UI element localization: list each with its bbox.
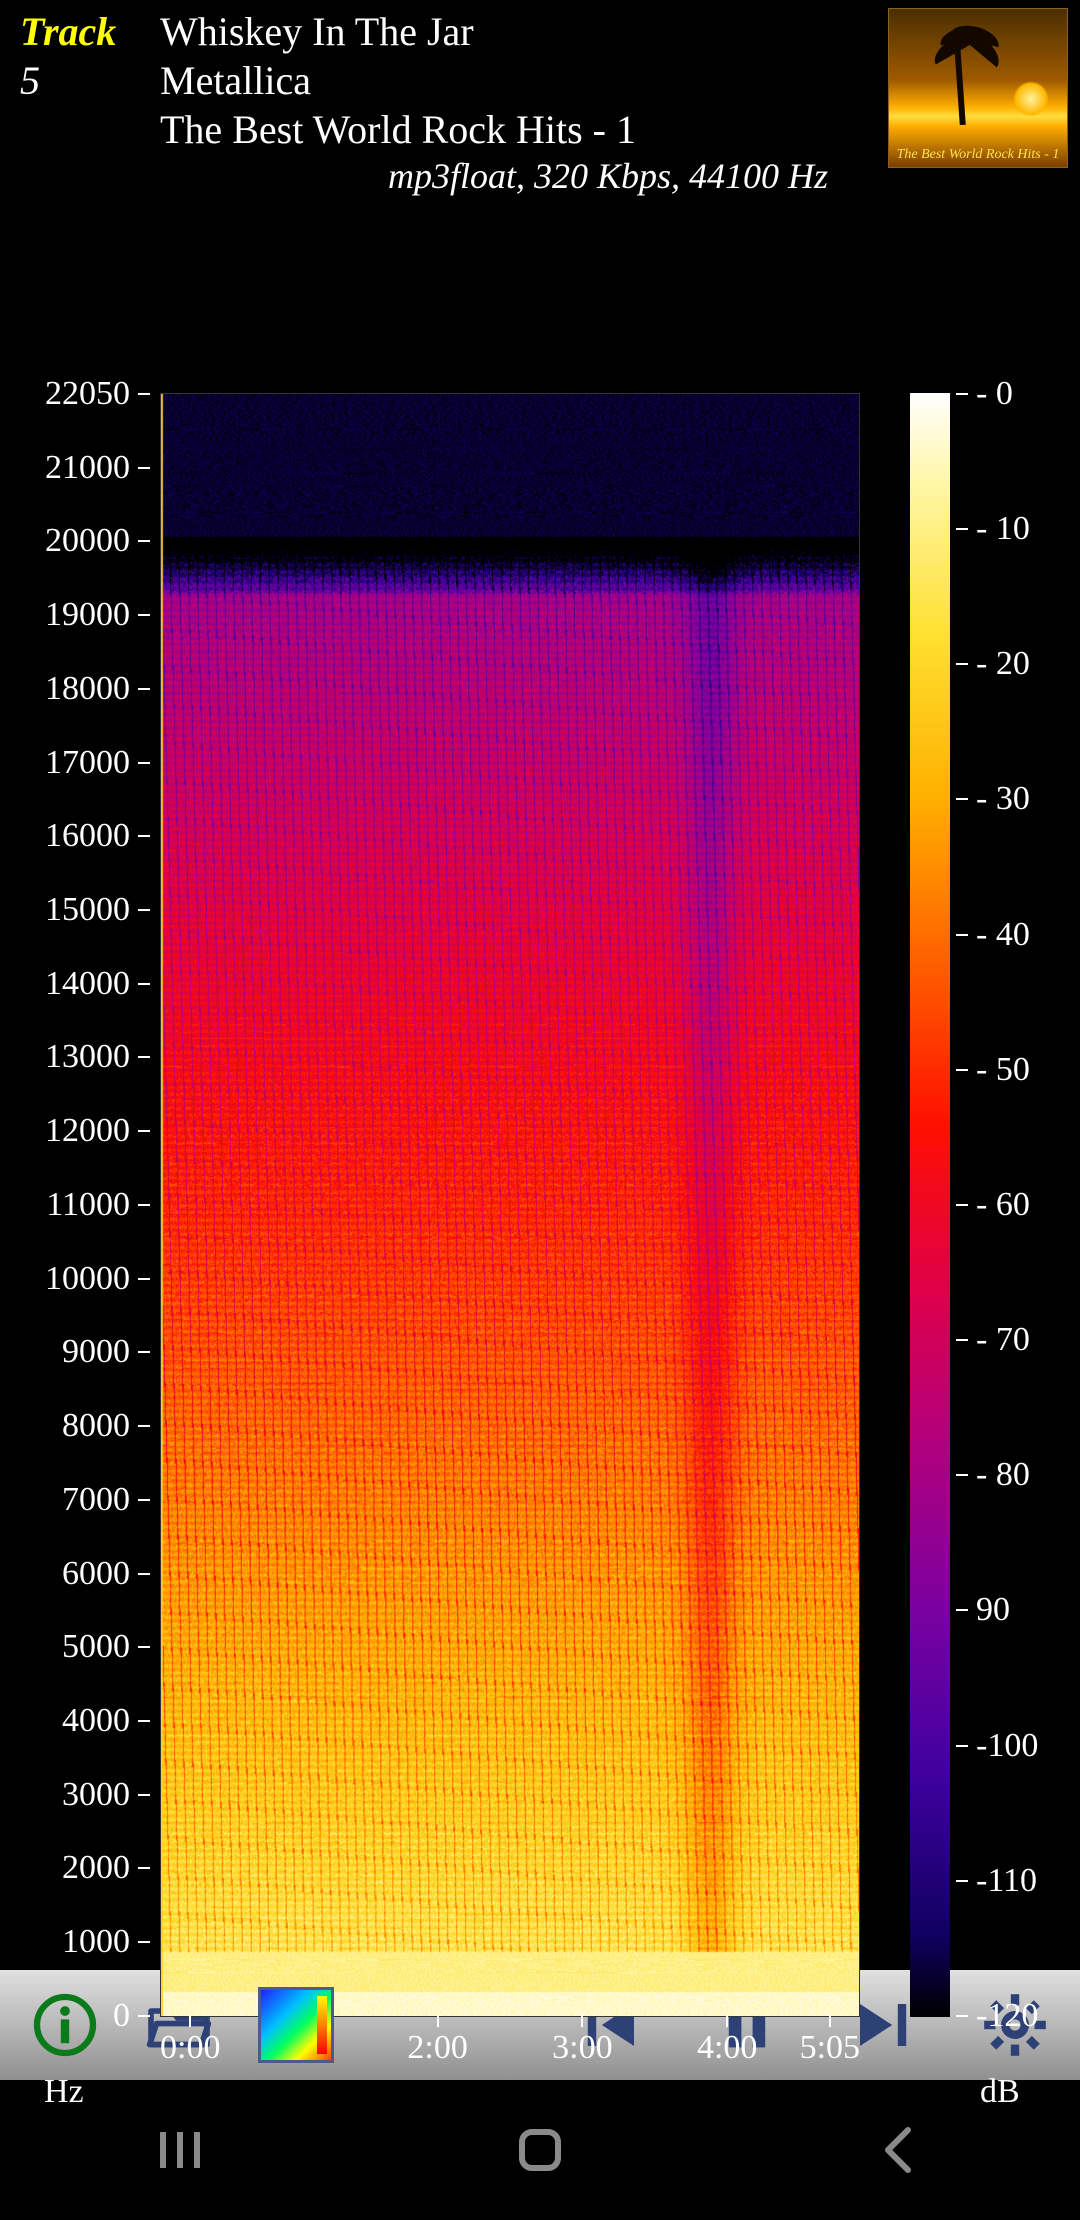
colorbar-tick: -110 — [956, 1862, 1038, 1900]
y-tick: 8000 — [62, 1407, 150, 1445]
artist-name: Metallica — [160, 57, 888, 104]
y-tick: 16000 — [45, 817, 150, 855]
y-tick: 18000 — [45, 670, 150, 708]
y-tick: 20000 — [45, 522, 150, 560]
track-number: 5 — [20, 57, 160, 104]
colorbar-tick: - 40 — [956, 916, 1038, 954]
system-navbar — [0, 2080, 1080, 2220]
colorbar-label: dB — [980, 2073, 1020, 2111]
y-tick: 15000 — [45, 891, 150, 929]
spectrogram-plot[interactable] — [160, 393, 860, 2017]
colorbar-tick: - 70 — [956, 1321, 1038, 1359]
colorbar-tick: 90 — [956, 1591, 1038, 1629]
x-tick: 5:05 — [800, 2029, 860, 2067]
y-tick: 2000 — [62, 1849, 150, 1887]
y-tick: 0 — [113, 1997, 150, 2035]
y-axis-label: Hz — [44, 2073, 84, 2111]
x-tick: 0:00 — [160, 2029, 220, 2067]
recent-apps-button[interactable] — [150, 2120, 210, 2180]
colorbar-tick: - 50 — [956, 1051, 1038, 1089]
y-tick: 17000 — [45, 744, 150, 782]
y-tick: 11000 — [46, 1186, 150, 1224]
y-tick: 19000 — [45, 596, 150, 634]
y-tick: 5000 — [62, 1628, 150, 1666]
colorbar-tick: - 80 — [956, 1456, 1038, 1494]
y-axis: 2205021000200001900018000170001600015000… — [0, 375, 150, 2035]
y-tick: 6000 — [62, 1555, 150, 1593]
x-tick: 4:00 — [655, 2029, 800, 2067]
x-tick: 3:00 — [510, 2029, 655, 2067]
y-tick: 9000 — [62, 1333, 150, 1371]
x-tick: 2:00 — [365, 2029, 510, 2067]
colorbar: - 0- 10- 20- 30- 40- 50- 60- 70- 8090-10… — [910, 393, 950, 2017]
y-tick: 10000 — [45, 1260, 150, 1298]
y-tick: 14000 — [45, 965, 150, 1003]
spectrogram-chart: 22050 21000 20000 19000 18000 17000 16000 15000… — [0, 197, 1080, 1970]
colorbar-tick: - 0 — [956, 375, 1038, 413]
colorbar-tick: -100 — [956, 1727, 1038, 1765]
colorbar-tick: -120 — [956, 1997, 1038, 2035]
y-tick: 12000 — [45, 1112, 150, 1150]
y-tick: 3000 — [62, 1776, 150, 1814]
y-tick: 22050 — [45, 375, 150, 413]
album-art-caption: The Best World Rock Hits - 1 — [889, 147, 1067, 163]
format-info: mp3float, 320 Kbps, 44100 Hz — [160, 155, 888, 197]
header: Track 5 Whiskey In The Jar Metallica The… — [0, 0, 1080, 197]
back-button[interactable] — [870, 2120, 930, 2180]
album-art[interactable]: The Best World Rock Hits - 1 — [888, 8, 1068, 168]
track-label: Track — [20, 8, 160, 55]
song-title: Whiskey In The Jar — [160, 8, 888, 55]
home-button[interactable] — [510, 2120, 570, 2180]
spectrogram-view-button[interactable] — [258, 1987, 334, 2063]
album-name: The Best World Rock Hits - 1 — [160, 106, 888, 153]
y-tick: 13000 — [45, 1038, 150, 1076]
y-tick: 21000 — [45, 449, 150, 487]
colorbar-tick: - 30 — [956, 780, 1038, 818]
y-tick: 1000 — [62, 1923, 150, 1961]
colorbar-tick: - 10 — [956, 510, 1038, 548]
colorbar-tick: - 60 — [956, 1186, 1038, 1224]
y-tick: 7000 — [62, 1481, 150, 1519]
y-tick: 4000 — [62, 1702, 150, 1740]
colorbar-tick: - 20 — [956, 645, 1038, 683]
